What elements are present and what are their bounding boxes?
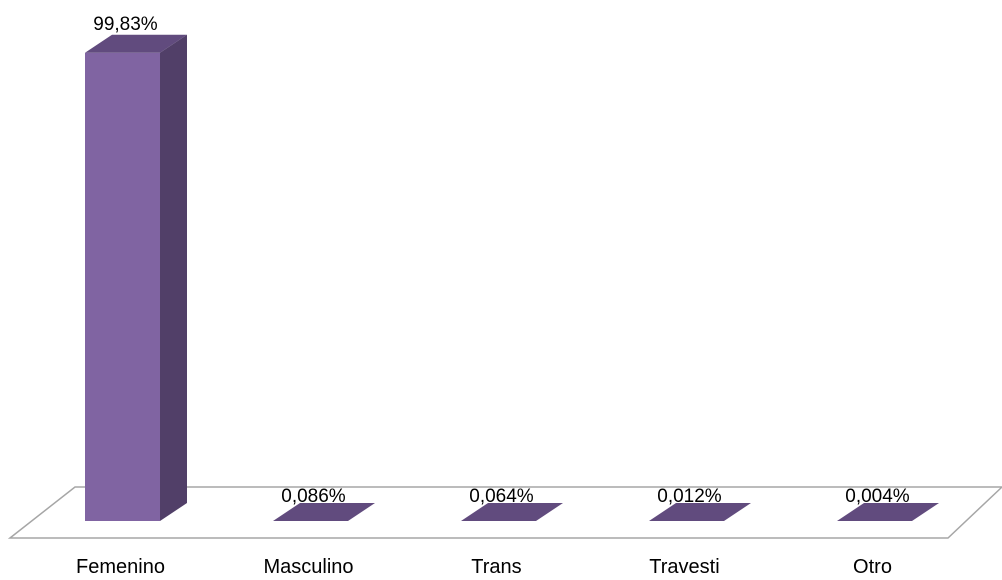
bar-flat bbox=[649, 503, 751, 521]
category-label: Travesti bbox=[649, 556, 719, 578]
data-label: 99,83% bbox=[93, 14, 158, 35]
data-label: 0,064% bbox=[469, 486, 534, 507]
data-label: 0,086% bbox=[281, 486, 346, 507]
category-label: Otro bbox=[853, 556, 892, 578]
bar-femenino bbox=[85, 34, 187, 521]
bar-travesti bbox=[649, 503, 751, 521]
data-label: 0,004% bbox=[845, 486, 910, 507]
labels-group: 99,83% Femenino 0,086% Masculino 0,064% Trans… bbox=[76, 14, 910, 578]
bar-flat bbox=[461, 503, 563, 521]
category-label: Masculino bbox=[263, 556, 353, 578]
bar-otro bbox=[837, 503, 939, 521]
category-label: Trans bbox=[471, 556, 521, 578]
bars-group bbox=[85, 34, 939, 521]
bar-side bbox=[160, 34, 187, 521]
bar-flat bbox=[837, 503, 939, 521]
category-label: Femenino bbox=[76, 556, 165, 578]
bar-trans bbox=[461, 503, 563, 521]
bar-top bbox=[85, 34, 187, 53]
bar-flat bbox=[273, 503, 375, 521]
bar-masculino bbox=[273, 503, 375, 521]
data-label: 0,012% bbox=[657, 486, 722, 507]
bar-front bbox=[85, 52, 160, 521]
